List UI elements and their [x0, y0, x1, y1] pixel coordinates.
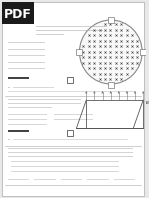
- Bar: [67, 130, 73, 136]
- Bar: [8, 148, 133, 149]
- Bar: [140, 49, 146, 55]
- Bar: [8, 107, 52, 108]
- Bar: [8, 139, 10, 140]
- Bar: [8, 91, 135, 92]
- Bar: [87, 179, 109, 180]
- Bar: [11, 171, 119, 172]
- Bar: [54, 119, 93, 120]
- Bar: [13, 87, 54, 88]
- Bar: [108, 17, 114, 23]
- Bar: [8, 42, 45, 43]
- Bar: [8, 114, 47, 115]
- Bar: [8, 152, 133, 153]
- Bar: [34, 179, 56, 180]
- Bar: [8, 99, 81, 100]
- Bar: [8, 119, 47, 120]
- Bar: [36, 34, 64, 35]
- Bar: [8, 130, 29, 132]
- Bar: [13, 139, 128, 140]
- Bar: [8, 156, 133, 157]
- Bar: [36, 30, 103, 31]
- Bar: [8, 55, 45, 56]
- Bar: [8, 124, 47, 125]
- Bar: [11, 161, 119, 162]
- Bar: [8, 87, 10, 88]
- Bar: [108, 82, 114, 88]
- Bar: [8, 49, 45, 50]
- Bar: [8, 103, 81, 104]
- Bar: [11, 166, 119, 167]
- Circle shape: [79, 20, 142, 84]
- Bar: [8, 62, 45, 63]
- Bar: [61, 179, 82, 180]
- Bar: [76, 49, 82, 55]
- Bar: [36, 26, 107, 27]
- Bar: [8, 77, 29, 79]
- Bar: [8, 179, 29, 180]
- Bar: [8, 68, 45, 69]
- Bar: [67, 77, 73, 83]
- Bar: [2, 2, 34, 24]
- Text: PDF: PDF: [4, 8, 32, 21]
- Text: B: B: [146, 101, 149, 105]
- Bar: [114, 179, 135, 180]
- Bar: [54, 114, 93, 115]
